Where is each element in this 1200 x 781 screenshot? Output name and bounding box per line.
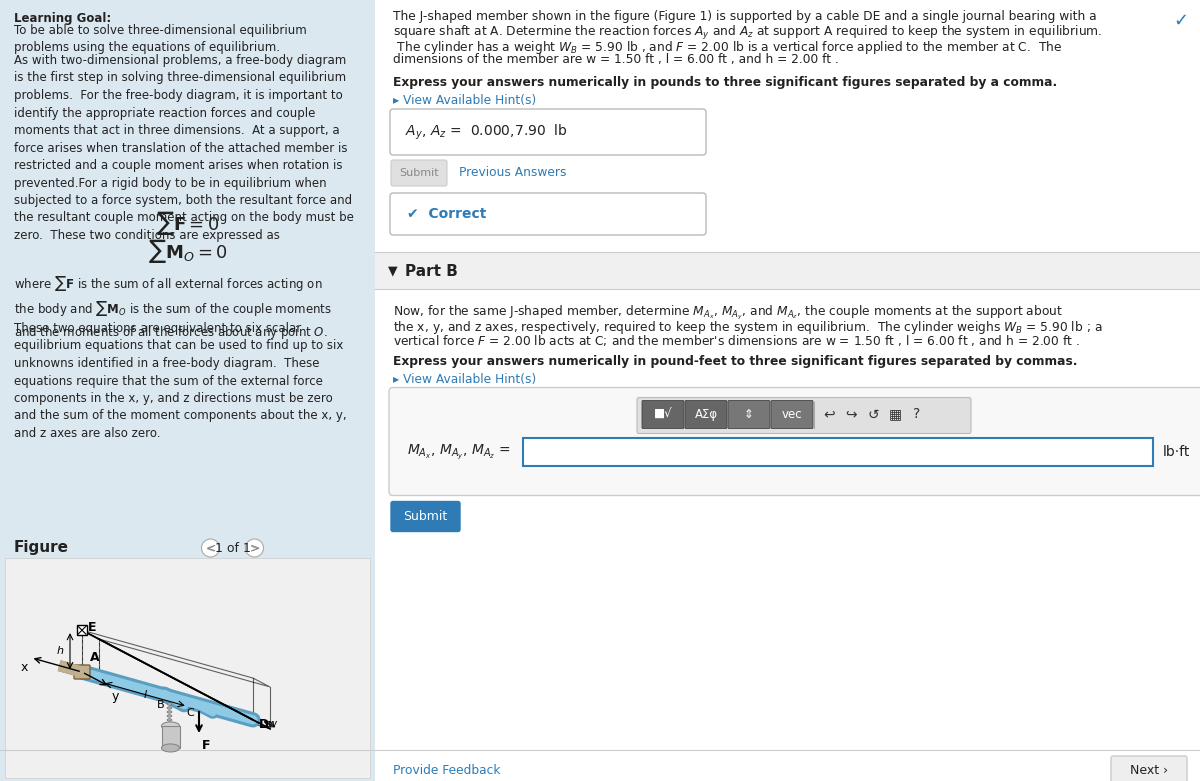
FancyBboxPatch shape — [390, 193, 706, 235]
Text: Figure: Figure — [14, 540, 70, 555]
Text: ▸ View Available Hint(s): ▸ View Available Hint(s) — [394, 94, 536, 107]
Text: ✓: ✓ — [1172, 12, 1188, 30]
Bar — [374, 253, 1200, 289]
Ellipse shape — [162, 722, 180, 730]
FancyBboxPatch shape — [637, 398, 971, 433]
Text: y: y — [112, 690, 119, 703]
Text: ✔  Correct: ✔ Correct — [407, 207, 486, 221]
Bar — [77, 626, 88, 635]
Text: dimensions of the member are w = 1.50 ft , l = 6.00 ft , and h = 2.00 ft .: dimensions of the member are w = 1.50 ft… — [394, 54, 839, 66]
Text: square shaft at A. Determine the reaction forces $A_y$ and $A_z$ at support A re: square shaft at A. Determine the reactio… — [394, 24, 1103, 42]
Text: To be able to solve three-dimensional equilibrium
problems using the equations o: To be able to solve three-dimensional eq… — [14, 24, 307, 55]
Circle shape — [202, 539, 220, 557]
Text: 1 of 1: 1 of 1 — [215, 542, 251, 555]
Text: ↺: ↺ — [868, 408, 878, 422]
FancyBboxPatch shape — [1111, 756, 1187, 781]
Text: Express your answers numerically in pound-feet to three significant figures sepa: Express your answers numerically in poun… — [394, 355, 1078, 369]
Text: $M_{A_x}$, $M_{A_y}$, $M_{A_z}$ =: $M_{A_x}$, $M_{A_y}$, $M_{A_z}$ = — [407, 442, 511, 461]
Circle shape — [246, 539, 264, 557]
Text: C: C — [186, 708, 194, 718]
Text: $\sum\mathbf{M}_{O} = 0$: $\sum\mathbf{M}_{O} = 0$ — [148, 237, 228, 265]
Bar — [0, 0, 374, 781]
Text: vertical force $F$ = 2.00 lb acts at C; and the member's dimensions are w = 1.50: vertical force $F$ = 2.00 lb acts at C; … — [394, 333, 1080, 348]
Text: ⇕: ⇕ — [744, 408, 754, 421]
Ellipse shape — [167, 719, 172, 721]
FancyBboxPatch shape — [685, 401, 727, 429]
Text: Now, for the same J-shaped member, determine $M_{A_x}$, $M_{A_y}$, and $M_{A_z}$: Now, for the same J-shaped member, deter… — [394, 304, 1063, 322]
FancyBboxPatch shape — [728, 401, 770, 429]
Text: >: > — [250, 543, 259, 553]
Text: l: l — [143, 690, 146, 700]
Bar — [523, 437, 1153, 465]
FancyBboxPatch shape — [389, 387, 1200, 495]
Text: the x, y, and z axes, respectively, required to keep the system in equilibrium. : the x, y, and z axes, respectively, requ… — [394, 319, 1103, 336]
Ellipse shape — [167, 703, 172, 705]
Text: F: F — [202, 739, 210, 752]
Text: lb·ft: lb·ft — [1163, 444, 1190, 458]
FancyBboxPatch shape — [390, 109, 706, 155]
Bar — [162, 726, 180, 748]
Text: <: < — [205, 542, 216, 555]
Text: <: < — [206, 543, 215, 553]
FancyBboxPatch shape — [391, 160, 446, 186]
Text: >: > — [250, 542, 259, 555]
Text: Next ›: Next › — [1130, 765, 1168, 778]
Text: h: h — [58, 646, 64, 656]
Text: Submit: Submit — [403, 510, 448, 523]
Text: These two equations are equivalent to six scalar
equilibrium equations that can : These two equations are equivalent to si… — [14, 322, 347, 440]
Ellipse shape — [167, 722, 172, 726]
Text: x: x — [20, 661, 28, 674]
Text: E: E — [88, 621, 96, 633]
FancyBboxPatch shape — [642, 401, 684, 429]
Text: AΣφ: AΣφ — [695, 408, 718, 421]
Text: Previous Answers: Previous Answers — [458, 166, 566, 180]
Ellipse shape — [167, 711, 172, 713]
Text: ▦: ▦ — [888, 408, 901, 422]
Text: $A_y$, $A_z$ =  0.000,7.90  lb: $A_y$, $A_z$ = 0.000,7.90 lb — [406, 123, 568, 141]
Text: A: A — [90, 651, 100, 664]
Text: The J-shaped member shown in the figure (Figure 1) is supported by a cable DE an: The J-shaped member shown in the figure … — [394, 10, 1097, 23]
Text: Submit: Submit — [400, 168, 439, 178]
Text: ▸ View Available Hint(s): ▸ View Available Hint(s) — [394, 373, 536, 387]
Ellipse shape — [162, 744, 180, 752]
Bar — [374, 0, 1200, 781]
Text: where $\sum\mathbf{F}$ is the sum of all external forces acting on
the body and : where $\sum\mathbf{F}$ is the sum of all… — [14, 274, 332, 341]
Text: ?: ? — [913, 408, 920, 422]
Text: D: D — [259, 718, 269, 731]
Text: ■√: ■√ — [654, 408, 672, 421]
Text: ▼: ▼ — [388, 265, 397, 277]
Text: Express your answers numerically in pounds to three significant figures separate: Express your answers numerically in poun… — [394, 76, 1057, 89]
Text: As with two-dimensional problems, a free-body diagram
is the first step in solvi: As with two-dimensional problems, a free… — [14, 54, 354, 242]
Text: w: w — [266, 719, 276, 729]
Ellipse shape — [167, 715, 172, 717]
FancyBboxPatch shape — [74, 665, 90, 679]
FancyBboxPatch shape — [391, 501, 460, 532]
Text: B: B — [157, 700, 164, 710]
Text: ↩: ↩ — [823, 408, 835, 422]
Text: Part B: Part B — [406, 263, 458, 279]
Text: Provide Feedback: Provide Feedback — [394, 764, 500, 777]
Text: vec: vec — [781, 408, 803, 421]
Text: $\sum\mathbf{F} = 0$: $\sum\mathbf{F} = 0$ — [156, 209, 220, 237]
Text: Learning Goal:: Learning Goal: — [14, 12, 112, 25]
Text: ↪: ↪ — [845, 408, 857, 422]
FancyBboxPatch shape — [772, 401, 814, 429]
Bar — [5, 558, 370, 778]
Bar — [374, 289, 1200, 781]
Ellipse shape — [167, 707, 172, 709]
Text: The cylinder has a weight $W_B$ = 5.90 lb , and $F$ = 2.00 lb is a vertical forc: The cylinder has a weight $W_B$ = 5.90 l… — [394, 39, 1062, 56]
